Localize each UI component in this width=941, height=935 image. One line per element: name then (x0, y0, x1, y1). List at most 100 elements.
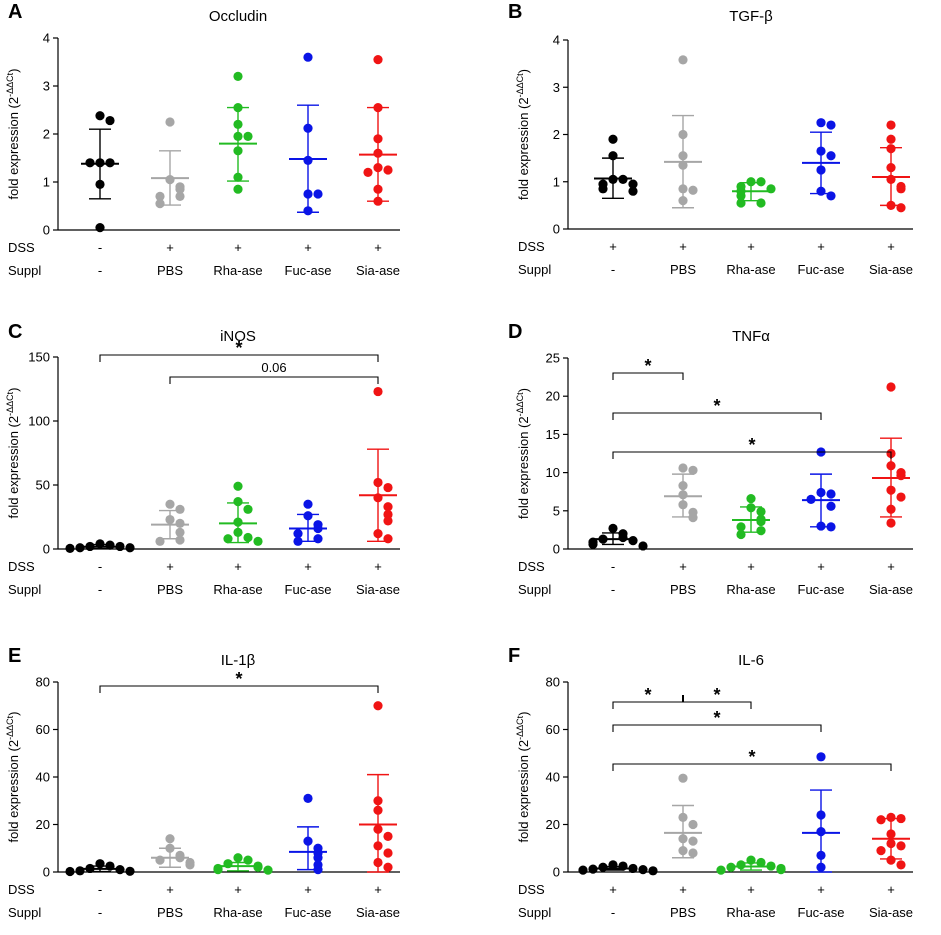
y-axis-label-main: fold expression (2 (516, 416, 531, 519)
data-point (756, 198, 766, 208)
data-point (736, 198, 746, 208)
panel-d: D TNFα 0 5 10 15 20 25 fold expression (2-ΔΔCt) D… (508, 321, 913, 597)
data-point (383, 509, 393, 520)
data-point (896, 203, 906, 213)
data-point (65, 543, 75, 553)
suppl-label: Fuc-ase (798, 582, 845, 597)
significance-label: * (713, 685, 720, 705)
group-3 (219, 71, 257, 194)
data-point (678, 160, 688, 170)
data-point (303, 52, 313, 62)
group-1 (594, 134, 638, 199)
y-axis-label-superscript: -ΔΔCt (5, 715, 15, 740)
y-tick-label: 20 (546, 389, 560, 404)
data-point (816, 186, 826, 196)
suppl-label: Rha-ase (726, 905, 775, 920)
dss-label: + (817, 559, 825, 574)
data-point (165, 175, 175, 185)
suppl-label: Sia-ase (869, 582, 913, 597)
data-point (373, 184, 383, 194)
data-point (816, 165, 826, 175)
suppl-label: Rha-ase (213, 263, 262, 278)
y-axis-label-superscript: -ΔΔCt (515, 715, 525, 740)
data-point (736, 860, 746, 870)
data-point (756, 516, 766, 527)
data-point (886, 838, 896, 849)
panel-e: E IL-1β 0 20 40 60 80 fold expression (2-ΔΔCt) D… (5, 645, 400, 920)
suppl-label: Sia-ase (869, 262, 913, 277)
data-point (688, 819, 698, 830)
y-tick-label: 0 (553, 222, 560, 237)
data-point (373, 163, 383, 173)
suppl-label: - (98, 582, 102, 597)
data-point (638, 541, 648, 551)
data-point (373, 134, 383, 144)
data-point (826, 151, 836, 161)
data-point (886, 485, 896, 495)
dss-label: + (609, 239, 617, 254)
panel-b: B TGF-β 0 1 2 3 4 fold expression (2-ΔΔCt) DSS Su… (508, 1, 913, 277)
dss-label: + (374, 559, 382, 574)
data-point (243, 131, 253, 141)
data-point (373, 55, 383, 65)
data-point (776, 865, 786, 875)
group-3 (732, 493, 770, 540)
data-point (115, 865, 125, 875)
y-tick-label: 3 (553, 80, 560, 95)
data-point (85, 541, 95, 552)
suppl-label: Sia-ase (356, 905, 400, 920)
suppl-label: Fuc-ase (285, 905, 332, 920)
y-tick-label: 100 (28, 414, 50, 429)
dss-label: + (234, 559, 242, 574)
group-4 (289, 793, 327, 875)
dss-label: + (374, 240, 382, 255)
bracket-line (612, 451, 892, 459)
data-point (896, 471, 906, 481)
data-point (233, 527, 243, 537)
data-point (876, 846, 886, 856)
data-point (303, 836, 313, 846)
data-point (115, 541, 125, 552)
data-point (678, 846, 688, 856)
data-point (736, 522, 746, 532)
suppl-label: Rha-ase (213, 905, 262, 920)
data-point (816, 827, 826, 837)
bracket-line (612, 701, 752, 709)
dss-label: + (609, 882, 617, 897)
group-1 (588, 523, 648, 551)
y-tick-label: 0 (553, 542, 560, 557)
data-point (826, 191, 836, 201)
data-point (816, 752, 826, 762)
data-point (313, 189, 323, 199)
data-point (95, 111, 105, 121)
data-point (85, 863, 95, 874)
y-axis-label: fold expression (2-ΔΔCt) (515, 388, 531, 519)
data-point (373, 796, 383, 806)
y-tick-label: 60 (36, 722, 50, 737)
bracket-line (612, 724, 822, 732)
panel-letter: E (8, 645, 21, 667)
data-point (303, 123, 313, 133)
data-point (105, 861, 115, 871)
y-axis-label-close: ) (516, 712, 531, 716)
dss-label: + (887, 882, 895, 897)
panel-title: TNFα (732, 328, 770, 345)
data-point (373, 805, 383, 815)
significance-label: * (644, 356, 651, 376)
data-point (373, 386, 383, 397)
dss-label: - (98, 559, 102, 574)
data-point (383, 165, 393, 175)
data-point (816, 810, 826, 820)
data-point (648, 866, 658, 876)
data-point (155, 855, 165, 865)
data-point (896, 492, 906, 502)
dss-label: - (98, 882, 102, 897)
data-point (746, 503, 756, 513)
data-point (165, 843, 175, 853)
y-tick-label: 150 (28, 350, 50, 365)
data-point (383, 482, 393, 493)
data-point (578, 865, 588, 875)
data-point (95, 859, 105, 869)
data-point (175, 518, 185, 529)
group-4 (289, 499, 327, 546)
